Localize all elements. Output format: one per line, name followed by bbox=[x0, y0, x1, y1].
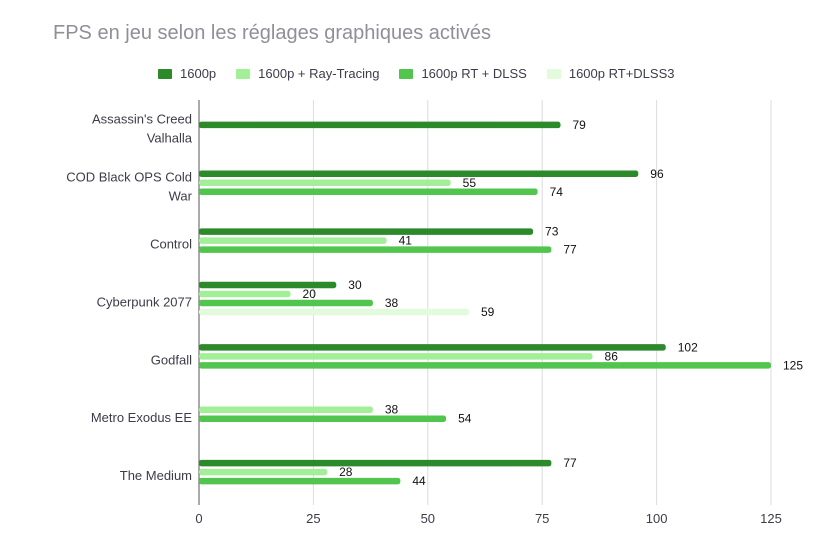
bar-2-3 bbox=[199, 299, 373, 307]
bar-1-3 bbox=[199, 290, 291, 298]
data-label-1-6: 28 bbox=[339, 465, 353, 479]
data-label-1-1: 55 bbox=[463, 176, 477, 190]
bar-0-2 bbox=[199, 228, 534, 235]
y-category-label: Control bbox=[150, 237, 192, 252]
bar-0-3 bbox=[199, 281, 337, 289]
chart-title: FPS en jeu selon les réglages graphiques… bbox=[53, 22, 492, 44]
legend-swatch-ray-tracing bbox=[236, 68, 251, 79]
data-label-1-2: 41 bbox=[399, 234, 413, 248]
bar-1-6 bbox=[199, 468, 328, 476]
bar-2-4 bbox=[199, 362, 771, 369]
x-tick-label-100: 100 bbox=[646, 511, 668, 526]
data-label-1-3: 20 bbox=[303, 287, 317, 301]
y-category-label: Assassin's Creed bbox=[92, 111, 192, 126]
x-tick-label-25: 25 bbox=[306, 511, 320, 526]
data-label-0-6: 77 bbox=[563, 456, 577, 470]
legend-label-rt-dlss: 1600p RT + DLSS bbox=[421, 66, 527, 81]
x-tick-label-125: 125 bbox=[760, 511, 782, 526]
legend-swatch-rt-dlss bbox=[399, 68, 414, 79]
legend-item-1600p[interactable]: 1600p bbox=[158, 66, 216, 81]
data-label-1-5: 38 bbox=[385, 403, 399, 417]
legend-item-rt-dlss3[interactable]: 1600p RT+DLSS3 bbox=[546, 66, 675, 81]
bar-1-4 bbox=[199, 353, 593, 360]
x-tick-label-0: 0 bbox=[195, 511, 202, 526]
legend-swatch-1600p bbox=[158, 68, 172, 79]
legend-label-ray-tracing: 1600p + Ray-Tracing bbox=[258, 66, 380, 81]
bar-2-6 bbox=[199, 477, 401, 485]
data-label-0-3: 30 bbox=[348, 278, 362, 292]
bar-0-6 bbox=[199, 459, 552, 467]
data-label-2-5: 54 bbox=[458, 412, 472, 426]
y-category-label: The Medium bbox=[120, 468, 192, 483]
chart-legend: 1600p 1600p + Ray-Tracing 1600p RT + DLS… bbox=[158, 66, 694, 81]
data-label-0-2: 73 bbox=[545, 225, 559, 239]
bar-0-1 bbox=[199, 170, 639, 178]
x-tick-label-75: 75 bbox=[535, 511, 549, 526]
data-label-2-4: 125 bbox=[783, 358, 803, 372]
data-label-2-6: 44 bbox=[412, 474, 426, 488]
y-category-label: Godfall bbox=[151, 352, 192, 367]
bar-2-5 bbox=[199, 415, 447, 422]
legend-label-rt-dlss3: 1600p RT+DLSS3 bbox=[568, 66, 675, 81]
bar-1-2 bbox=[199, 237, 387, 244]
bar-2-1 bbox=[199, 188, 538, 196]
data-label-2-2: 77 bbox=[563, 243, 577, 257]
data-label-0-0: 79 bbox=[573, 118, 587, 132]
y-category-label: Valhalla bbox=[147, 130, 193, 145]
data-label-1-4: 86 bbox=[605, 349, 619, 363]
bar-3-3 bbox=[199, 308, 469, 316]
x-tick-label-50: 50 bbox=[421, 511, 435, 526]
y-category-label: Cyberpunk 2077 bbox=[97, 295, 192, 310]
legend-swatch-rt-dlss3 bbox=[546, 68, 561, 79]
y-category-label: Metro Exodus EE bbox=[91, 410, 192, 425]
data-label-3-3: 59 bbox=[481, 305, 495, 319]
data-label-2-3: 38 bbox=[385, 296, 399, 310]
legend-item-ray-tracing[interactable]: 1600p + Ray-Tracing bbox=[236, 66, 379, 81]
bar-1-5 bbox=[199, 406, 373, 413]
bar-0-0 bbox=[199, 121, 561, 129]
bar-1-1 bbox=[199, 179, 451, 187]
bar-0-4 bbox=[199, 344, 666, 351]
y-category-label: COD Black OPS Cold bbox=[66, 169, 192, 184]
legend-item-rt-dlss[interactable]: 1600p RT + DLSS bbox=[399, 66, 527, 81]
data-label-2-1: 74 bbox=[550, 185, 564, 199]
data-label-0-4: 102 bbox=[678, 340, 698, 354]
y-category-label: War bbox=[169, 188, 193, 203]
legend-label-1600p: 1600p bbox=[180, 66, 217, 81]
data-label-0-1: 96 bbox=[650, 167, 664, 181]
bar-2-2 bbox=[199, 246, 552, 253]
